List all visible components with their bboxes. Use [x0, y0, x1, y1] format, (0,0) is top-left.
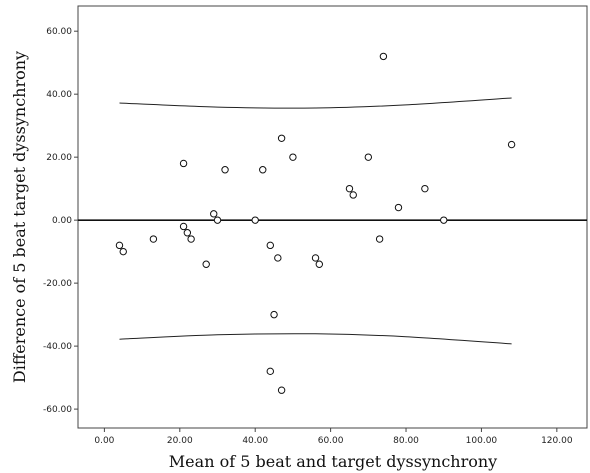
data-point [221, 166, 229, 174]
data-point [364, 153, 373, 161]
data-point [266, 367, 274, 376]
data-point [375, 235, 384, 243]
data-point [379, 52, 388, 61]
lower-limit-curve [119, 333, 512, 345]
y-tick-label: 60.00 [46, 27, 72, 37]
data-point [149, 235, 158, 243]
data-point [179, 159, 188, 168]
plot-area [77, 5, 588, 429]
data-point [315, 260, 324, 268]
y-tick-label: 20.00 [46, 153, 72, 163]
data-point [213, 216, 222, 224]
x-tick-label: 120.00 [541, 436, 573, 446]
data-point [507, 140, 516, 149]
x-tick-label: 0.00 [94, 436, 114, 446]
data-point [270, 310, 278, 319]
data-point [277, 386, 286, 394]
data-point [277, 134, 286, 142]
x-tick-label: 100.00 [466, 436, 498, 446]
y-axis-ticks: -60.00 -40.00 -20.00 0.00 20.00 40.00 60.00 [43, 27, 78, 415]
data-point [394, 203, 403, 212]
data-point [119, 247, 127, 256]
upper-limit-curve [119, 97, 512, 109]
x-axis-ticks: 0.00 20.00 40.00 60.00 80.00 100.00 120.00 [94, 428, 573, 446]
y-axis-title: Difference of 5 beat target dyssynchrony [10, 51, 29, 383]
data-point [187, 235, 195, 243]
data-point [266, 241, 274, 250]
data-point [345, 184, 354, 193]
data-point [274, 254, 282, 262]
y-tick-label: -20.00 [43, 279, 72, 289]
data-point [421, 184, 429, 193]
x-axis-title: Mean of 5 beat and target dyssynchrony [169, 452, 497, 471]
x-tick-label: 80.00 [393, 436, 419, 446]
data-point [289, 153, 297, 161]
data-point [179, 222, 188, 231]
data-point [183, 229, 192, 237]
y-tick-label: -60.00 [43, 405, 72, 415]
x-tick-label: 20.00 [167, 436, 193, 446]
data-point [311, 254, 320, 262]
x-tick-label: 60.00 [318, 436, 344, 446]
data-point [440, 216, 448, 224]
data-points [115, 52, 516, 394]
x-tick-label: 40.00 [242, 436, 268, 446]
data-point [259, 166, 267, 174]
y-tick-label: 40.00 [46, 90, 72, 100]
data-point [202, 260, 210, 268]
data-point [210, 210, 218, 218]
y-tick-label: -40.00 [43, 342, 72, 352]
data-point [349, 191, 357, 199]
y-tick-label: 0.00 [52, 216, 72, 226]
data-point [115, 241, 124, 250]
data-point [251, 216, 259, 224]
